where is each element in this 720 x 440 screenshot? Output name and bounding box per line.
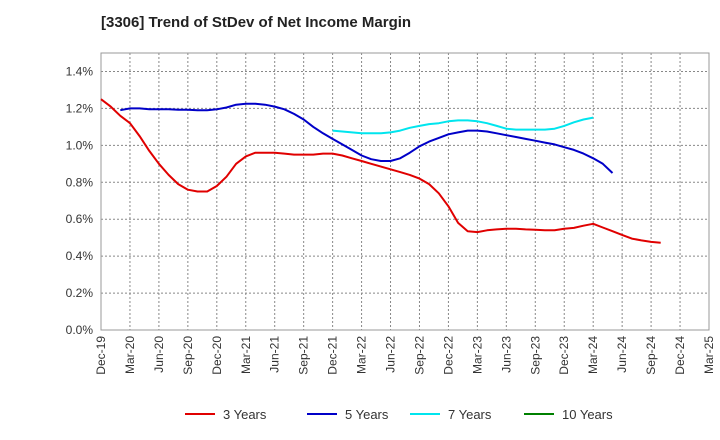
legend-label: 3 Years xyxy=(223,407,267,422)
y-tick-label: 0.6% xyxy=(66,212,94,226)
x-tick-label: Dec-20 xyxy=(210,336,224,375)
x-tick-label: Sep-24 xyxy=(644,336,658,375)
x-tick-label: Mar-23 xyxy=(470,336,484,374)
x-axis: Dec-19 Mar-20 Jun-20 Sep-20 Dec-20 Mar-21 Jun-… xyxy=(94,336,716,375)
series xyxy=(100,98,661,244)
x-tick-label: Dec-23 xyxy=(557,336,571,375)
grid xyxy=(101,53,709,330)
y-tick-label: 0.4% xyxy=(66,249,94,263)
y-tick-label: 1.0% xyxy=(66,138,94,152)
x-tick-label: Mar-20 xyxy=(123,336,137,374)
x-tick-label: Jun-22 xyxy=(384,336,398,373)
legend-label: 10 Years xyxy=(562,407,613,422)
x-tick-label: Dec-22 xyxy=(441,336,455,375)
y-tick-label: 0.8% xyxy=(66,175,94,189)
x-tick-label: Sep-23 xyxy=(528,336,542,375)
series-line xyxy=(332,116,594,135)
series-line xyxy=(120,102,614,174)
legend-label: 7 Years xyxy=(448,407,492,422)
legend: 3 Years 5 Years 7 Years 10 Years xyxy=(185,407,613,422)
x-tick-label: Mar-25 xyxy=(702,336,716,374)
x-tick-label: Sep-21 xyxy=(297,336,311,375)
x-tick-label: Mar-24 xyxy=(586,336,600,374)
x-tick-label: Dec-21 xyxy=(326,336,340,375)
x-tick-label: Mar-21 xyxy=(239,336,253,374)
series-line xyxy=(100,98,661,244)
y-tick-label: 0.2% xyxy=(66,286,94,300)
x-tick-label: Sep-22 xyxy=(412,336,426,375)
chart-title: [3306] Trend of StDev of Net Income Marg… xyxy=(101,14,412,31)
x-tick-label: Jun-21 xyxy=(268,336,282,373)
x-tick-label: Jun-24 xyxy=(615,336,629,373)
y-tick-label: 1.2% xyxy=(66,101,94,115)
x-tick-label: Jun-23 xyxy=(499,336,513,373)
plot-frame xyxy=(100,52,710,331)
x-tick-label: Mar-22 xyxy=(355,336,369,374)
y-tick-label: 0.0% xyxy=(66,323,94,337)
legend-label: 5 Years xyxy=(345,407,389,422)
y-tick-label: 1.4% xyxy=(66,64,94,78)
y-axis: 0.0% 0.2% 0.4% 0.6% 0.8% 1.0% 1.2% 1.4% xyxy=(66,64,94,337)
x-tick-label: Dec-19 xyxy=(94,336,108,375)
x-tick-label: Sep-20 xyxy=(181,336,195,375)
x-tick-label: Dec-24 xyxy=(673,336,687,375)
x-tick-label: Jun-20 xyxy=(152,336,166,373)
